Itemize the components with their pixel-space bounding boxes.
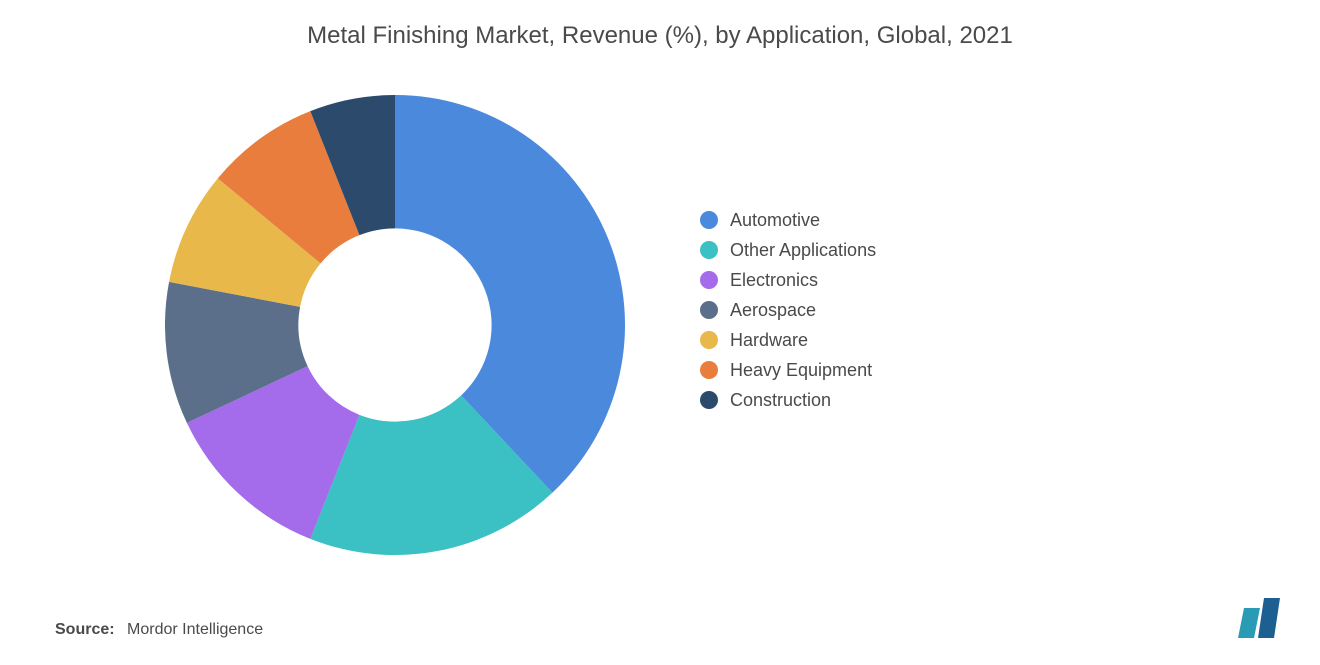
logo-bar bbox=[1238, 608, 1260, 638]
legend-label: Other Applications bbox=[730, 240, 876, 261]
legend-item: Electronics bbox=[700, 265, 876, 295]
legend-swatch bbox=[700, 301, 718, 319]
legend-item: Other Applications bbox=[700, 235, 876, 265]
source-label: Source: bbox=[55, 621, 115, 638]
legend-swatch bbox=[700, 241, 718, 259]
legend-swatch bbox=[700, 361, 718, 379]
donut-chart bbox=[165, 95, 625, 555]
chart-area: Automotive Other Applications Electronics A… bbox=[0, 70, 1320, 590]
logo-bar bbox=[1258, 598, 1280, 638]
legend-item: Construction bbox=[700, 385, 876, 415]
source-value: Mordor Intelligence bbox=[127, 621, 263, 638]
legend: Automotive Other Applications Electronics A… bbox=[700, 205, 876, 415]
legend-item: Aerospace bbox=[700, 295, 876, 325]
legend-swatch bbox=[700, 211, 718, 229]
source-footer: Source: Mordor Intelligence bbox=[55, 621, 263, 639]
legend-label: Electronics bbox=[730, 270, 818, 291]
legend-label: Construction bbox=[730, 390, 831, 411]
legend-swatch bbox=[700, 391, 718, 409]
legend-item: Automotive bbox=[700, 205, 876, 235]
brand-logo bbox=[1236, 596, 1280, 645]
legend-swatch bbox=[700, 331, 718, 349]
legend-swatch bbox=[700, 271, 718, 289]
chart-title: Metal Finishing Market, Revenue (%), by … bbox=[0, 0, 1320, 50]
legend-item: Heavy Equipment bbox=[700, 355, 876, 385]
legend-label: Automotive bbox=[730, 210, 820, 231]
legend-label: Hardware bbox=[730, 330, 808, 351]
legend-label: Aerospace bbox=[730, 300, 816, 321]
legend-item: Hardware bbox=[700, 325, 876, 355]
legend-label: Heavy Equipment bbox=[730, 360, 872, 381]
